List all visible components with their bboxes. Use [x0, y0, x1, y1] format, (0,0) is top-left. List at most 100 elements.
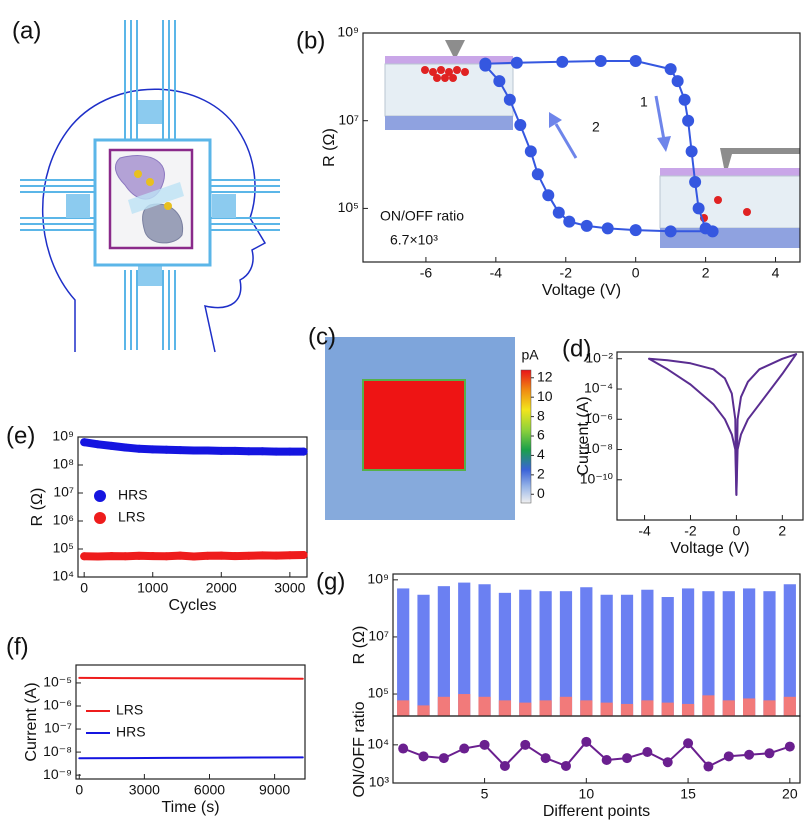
- data-point: [678, 93, 691, 106]
- x-tick-label: 2: [778, 523, 786, 539]
- data-point: [493, 75, 506, 88]
- data-point: [285, 447, 294, 456]
- legend-label: LRS: [118, 509, 145, 525]
- y-tick-label: 10⁸: [53, 456, 75, 472]
- x-tick-label: 2: [702, 265, 710, 281]
- device-inset-right: [659, 148, 801, 248]
- y-tick-label: 10⁻⁴: [584, 380, 613, 396]
- data-point: [723, 751, 734, 762]
- bar: [783, 696, 796, 716]
- data-point: [80, 552, 89, 561]
- data-point: [662, 757, 673, 768]
- legend-marker: [94, 512, 106, 524]
- legend-marker: [94, 490, 106, 502]
- legend-label: LRS: [116, 702, 143, 718]
- data-point: [524, 145, 537, 158]
- data-point: [299, 551, 308, 560]
- data-point: [80, 438, 89, 447]
- bar: [498, 592, 512, 716]
- data-point: [459, 743, 470, 754]
- bar: [681, 703, 695, 716]
- data-point: [784, 741, 795, 752]
- bar: [559, 591, 573, 716]
- y-axis-label: Current (A): [23, 682, 40, 761]
- data-point: [217, 446, 226, 455]
- bar: [661, 597, 674, 716]
- data-point: [510, 56, 523, 69]
- annotation: 2: [592, 119, 600, 135]
- data-point: [689, 176, 702, 189]
- y-tick-label: 10⁴: [367, 736, 389, 752]
- plot-frame: [362, 32, 801, 263]
- x-tick-label: 20: [782, 786, 798, 802]
- bar: [519, 589, 532, 716]
- bar: [620, 594, 634, 716]
- y-tick-label: 10⁻⁷: [44, 720, 72, 736]
- x-tick-label: 0: [632, 265, 640, 281]
- data-point: [135, 444, 144, 453]
- data-point: [683, 738, 694, 749]
- data-point: [764, 748, 775, 759]
- x-tick-label: -2: [560, 265, 573, 281]
- x-tick-label: 5: [481, 786, 489, 802]
- bar: [722, 700, 735, 716]
- data-point: [272, 551, 281, 560]
- bar: [458, 582, 471, 716]
- data-point: [121, 443, 130, 452]
- bar: [641, 700, 654, 716]
- bar: [681, 588, 695, 716]
- data-point: [231, 552, 240, 561]
- data-point: [203, 551, 212, 560]
- data-point: [244, 551, 253, 560]
- x-tick-label: 4: [772, 265, 780, 281]
- data-point: [503, 93, 516, 106]
- data-point: [601, 222, 614, 235]
- data-point: [671, 75, 684, 88]
- data-point: [148, 552, 157, 561]
- data-point: [642, 746, 653, 757]
- x-tick-label: 0: [80, 580, 88, 596]
- y-axis-label: ON/OFF ratio: [351, 701, 368, 797]
- y-axis-label: R (Ω): [351, 626, 368, 665]
- bar: [702, 591, 715, 716]
- y-axis-label: R (Ω): [321, 128, 338, 167]
- plot-frame: [75, 664, 306, 780]
- bar: [458, 694, 471, 716]
- y-tick-label: 10⁻⁸: [43, 743, 72, 759]
- brain-chip-illustration: [20, 20, 280, 353]
- data-point: [703, 761, 714, 772]
- data-point: [664, 225, 677, 238]
- data-point: [622, 753, 633, 764]
- bar: [702, 695, 715, 716]
- y-tick-label: 10⁷: [53, 484, 74, 500]
- data-point: [563, 215, 576, 228]
- data-point: [107, 552, 116, 561]
- x-axis-label: Voltage (V): [670, 540, 749, 557]
- panel-label: (g): [316, 568, 345, 595]
- data-point: [93, 440, 102, 449]
- annotation: 1: [640, 94, 648, 110]
- data-point: [744, 749, 755, 760]
- bar: [397, 700, 410, 716]
- series-line: [648, 353, 798, 496]
- x-tick-label: 3000: [274, 580, 305, 596]
- colorbar-tick-label: 2: [537, 466, 545, 482]
- bar: [722, 591, 735, 716]
- data-point: [438, 753, 449, 764]
- bar: [559, 696, 573, 716]
- bar: [661, 702, 674, 716]
- data-point: [692, 202, 705, 215]
- data-point: [93, 552, 102, 561]
- x-tick-label: 10: [579, 786, 595, 802]
- x-tick-label: 0: [75, 782, 83, 798]
- device-inset-left: [384, 40, 514, 130]
- bar: [620, 703, 634, 716]
- x-tick-label: 6000: [194, 782, 225, 798]
- bar: [437, 696, 450, 716]
- y-tick-label: 10⁵: [338, 199, 359, 215]
- y-tick-label: 10⁻⁹: [43, 766, 72, 782]
- data-point: [189, 552, 198, 561]
- colorbar-tick-label: 6: [537, 427, 545, 443]
